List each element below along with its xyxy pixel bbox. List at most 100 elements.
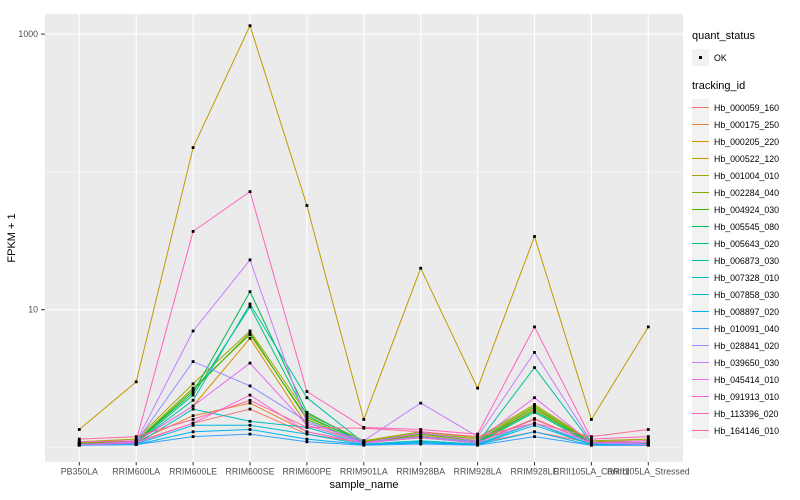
data-point	[248, 258, 252, 262]
data-point	[191, 329, 195, 333]
legend-key-line	[692, 99, 709, 116]
data-point	[305, 416, 309, 419]
legend-item-label: Hb_001004_010	[714, 170, 780, 181]
legend-item-label: Hb_002284_040	[714, 187, 780, 198]
data-point	[77, 428, 81, 431]
legend-item-label: Hb_000205_220	[714, 136, 780, 147]
data-point	[476, 437, 479, 441]
legend-key-line	[692, 303, 709, 320]
data-point	[191, 430, 195, 434]
line-swatch-icon	[692, 243, 709, 244]
data-point	[248, 24, 252, 28]
legend-item-label: Hb_000522_120	[714, 153, 780, 164]
data-point	[191, 398, 195, 402]
line-swatch-icon	[692, 379, 709, 380]
legend-item-label: Hb_113396_020	[714, 408, 779, 419]
data-point	[533, 430, 536, 434]
data-point	[419, 401, 423, 405]
data-point	[419, 436, 423, 439]
data-point	[362, 426, 366, 430]
legend-item: Hb_007858_030	[692, 286, 798, 303]
legend-item: Hb_000522_120	[692, 150, 798, 167]
x-tick-label: RRIM901LA	[340, 467, 388, 477]
data-point	[590, 418, 593, 421]
data-point	[362, 418, 366, 421]
line-swatch-icon	[692, 294, 709, 295]
data-point	[248, 336, 252, 340]
legend-key-line	[692, 133, 709, 150]
data-point	[305, 390, 309, 393]
line-swatch-icon	[692, 124, 709, 125]
legend-item: Hb_005545_080	[692, 218, 798, 235]
y-tick-label: 10	[28, 305, 38, 315]
data-point	[533, 396, 536, 400]
legend-key-line	[692, 252, 709, 269]
data-point	[248, 190, 252, 193]
x-tick-label: RRII105LA_Control	[553, 467, 629, 477]
data-point	[191, 388, 195, 392]
data-point	[248, 331, 252, 335]
line-swatch-icon	[692, 362, 709, 363]
line-swatch-icon	[692, 158, 709, 159]
line-swatch-icon	[692, 413, 709, 414]
data-point	[419, 266, 423, 270]
legend-item: Hb_113396_020	[692, 405, 798, 422]
data-point	[533, 409, 536, 413]
legend-key-line	[692, 422, 709, 439]
legend: quant_status OK tracking_id Hb_000059_16…	[692, 30, 798, 439]
data-point	[248, 333, 252, 336]
data-point	[533, 418, 536, 421]
data-point	[646, 443, 650, 446]
line-swatch-icon	[692, 311, 709, 312]
data-point	[248, 398, 252, 402]
data-point	[305, 419, 309, 423]
data-point	[191, 435, 195, 438]
data-point	[248, 361, 252, 365]
line-swatch-icon	[692, 277, 709, 278]
legend-item-label: Hb_004924_030	[714, 204, 780, 215]
data-point	[191, 404, 195, 408]
data-point	[191, 423, 195, 427]
legend-item: Hb_007328_010	[692, 269, 798, 286]
line-swatch-icon	[692, 209, 709, 210]
x-tick-label: RRIM928LE	[511, 467, 559, 477]
legend-item-label: OK	[714, 52, 727, 63]
data-point	[533, 403, 536, 406]
data-point	[191, 414, 195, 418]
legend-item-label: Hb_008897_020	[714, 306, 780, 317]
x-axis-title: sample_name	[329, 479, 399, 491]
data-point	[646, 435, 650, 438]
data-point	[533, 407, 536, 411]
line-swatch-icon	[692, 396, 709, 397]
legend-item-label: Hb_045414_010	[714, 374, 780, 385]
legend-item-label: Hb_006873_030	[714, 255, 780, 266]
data-point	[533, 235, 536, 238]
legend-item-label: Hb_005545_080	[714, 221, 780, 232]
data-point	[305, 204, 309, 207]
data-point	[305, 426, 309, 429]
data-point	[191, 393, 195, 397]
legend-item: OK	[692, 49, 798, 66]
legend-item: Hb_000175_250	[692, 116, 798, 133]
data-point	[191, 421, 195, 425]
data-point	[533, 423, 536, 427]
data-point	[191, 382, 195, 386]
y-axis-title: FPKM + 1	[6, 213, 18, 263]
data-point	[134, 439, 138, 443]
data-point	[305, 437, 309, 441]
legend-key-line	[692, 201, 709, 218]
data-point	[646, 437, 650, 441]
data-point	[362, 439, 366, 443]
data-point	[419, 442, 423, 446]
data-point	[305, 423, 309, 427]
x-tick-label: RRII105LA_Stressed	[607, 467, 690, 477]
legend-tracking-title: tracking_id	[692, 80, 746, 92]
data-point	[646, 428, 650, 431]
data-point	[248, 428, 252, 431]
data-point	[248, 407, 252, 411]
x-tick-label: RRIM928LA	[454, 467, 502, 477]
data-point	[476, 441, 479, 445]
data-point	[305, 421, 309, 425]
data-point	[305, 396, 309, 400]
data-point	[533, 435, 536, 438]
